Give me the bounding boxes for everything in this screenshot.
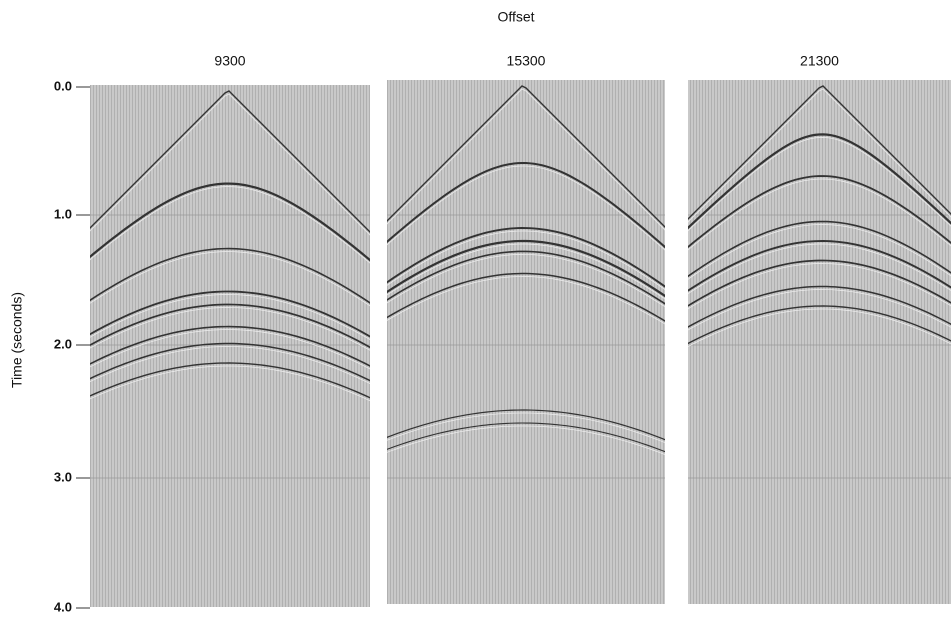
panel-background [688, 80, 951, 604]
reflection-event [90, 362, 370, 399]
reflection-event-halo [688, 224, 951, 280]
reflection-event-halo [90, 186, 370, 264]
reflection-event [90, 342, 370, 382]
seismic-panel [688, 80, 951, 604]
reflection-event-halo [688, 88, 951, 223]
reflection-event [688, 133, 951, 230]
reflection-event [387, 409, 665, 441]
reflection-event [688, 285, 951, 328]
reflection-event [688, 220, 951, 278]
reflection-event [387, 272, 665, 322]
reflection-event-halo [688, 137, 951, 232]
panel-background [90, 85, 370, 607]
seismic-panel [387, 80, 665, 604]
reflection-event-halo [387, 230, 665, 290]
reflection-event [387, 239, 665, 298]
reflection-event [90, 90, 370, 233]
reflection-event [387, 227, 665, 288]
reflection-event-halo [387, 276, 665, 325]
y-tick-label: 0.0 [54, 78, 72, 93]
reflection-event-halo [688, 289, 951, 331]
reflection-event-halo [688, 178, 951, 251]
reflection-event [688, 305, 951, 345]
reflection-event-halo [90, 307, 370, 351]
y-tick-label: 4.0 [54, 599, 72, 614]
reflection-event [688, 259, 951, 307]
reflection-event-halo [90, 346, 370, 384]
y-tick-label: 1.0 [54, 206, 72, 221]
reflection-event-halo [387, 425, 665, 455]
y-tick-label: 2.0 [54, 336, 72, 351]
reflection-event-halo [387, 254, 665, 308]
reflection-event [90, 247, 370, 304]
y-axis-label: Time (seconds) [9, 292, 25, 388]
seismic-panel [90, 85, 370, 607]
reflection-event [387, 85, 665, 228]
reflection-event [90, 325, 370, 367]
reflection-event-halo [688, 243, 951, 295]
reflection-event-halo [90, 251, 370, 307]
reflection-event [387, 422, 665, 453]
reflection-event-halo [387, 88, 665, 231]
reflection-event-halo [90, 93, 370, 236]
reflection-event [387, 250, 665, 305]
reflection-event-halo [90, 365, 370, 402]
reflection-event [387, 162, 665, 249]
reflection-event-halo [688, 308, 951, 347]
reflection-event-halo [688, 263, 951, 310]
reflection-event-halo [387, 412, 665, 444]
panel-label: 21300 [800, 53, 839, 69]
panel-label: 15300 [507, 53, 546, 69]
reflection-event [90, 303, 370, 349]
reflection-event-halo [387, 165, 665, 251]
reflection-event [90, 182, 370, 262]
panel-background [387, 80, 665, 604]
reflection-event [688, 85, 951, 220]
reflection-event [688, 175, 951, 249]
reflection-event-halo [90, 329, 370, 370]
panel-label: 9300 [214, 53, 245, 69]
reflection-event [90, 290, 370, 338]
reflection-event-halo [387, 243, 665, 300]
reflection-event-halo [90, 294, 370, 340]
title: Offset [497, 9, 534, 25]
reflection-event [688, 240, 951, 292]
y-tick-label: 3.0 [54, 469, 72, 484]
